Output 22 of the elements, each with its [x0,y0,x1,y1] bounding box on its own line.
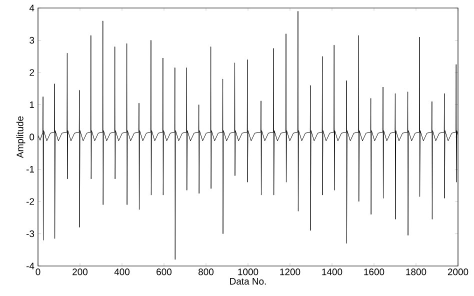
x-tick-label: 600 [156,268,172,276]
y-tick-label: -4 [26,262,34,270]
x-tick-label: 1600 [364,268,384,276]
x-tick-label: 400 [114,268,130,276]
x-tick-label: 800 [198,268,214,276]
x-tick-label: 2000 [448,268,468,276]
y-axis-title: Amplitude [16,116,26,158]
x-tick-label: 1400 [322,268,342,276]
y-tick-label: 4 [29,4,34,12]
y-tick-label: 0 [30,134,34,140]
x-tick-label: 1200 [280,268,300,276]
x-axis-title: Data No. [230,278,266,285]
x-tick-label: 1800 [406,268,426,276]
y-tick-label: -2 [26,198,34,205]
x-tick-label: 0 [36,268,40,276]
x-tick-label: 200 [72,268,88,276]
y-tick-label: 2 [30,69,34,76]
x-tick-label: 1000 [238,268,258,276]
y-tick-label: -3 [26,230,34,238]
y-tick-label: 3 [30,36,34,44]
y-tick-label: -1 [26,166,34,173]
y-tick-label: 1 [30,101,34,108]
